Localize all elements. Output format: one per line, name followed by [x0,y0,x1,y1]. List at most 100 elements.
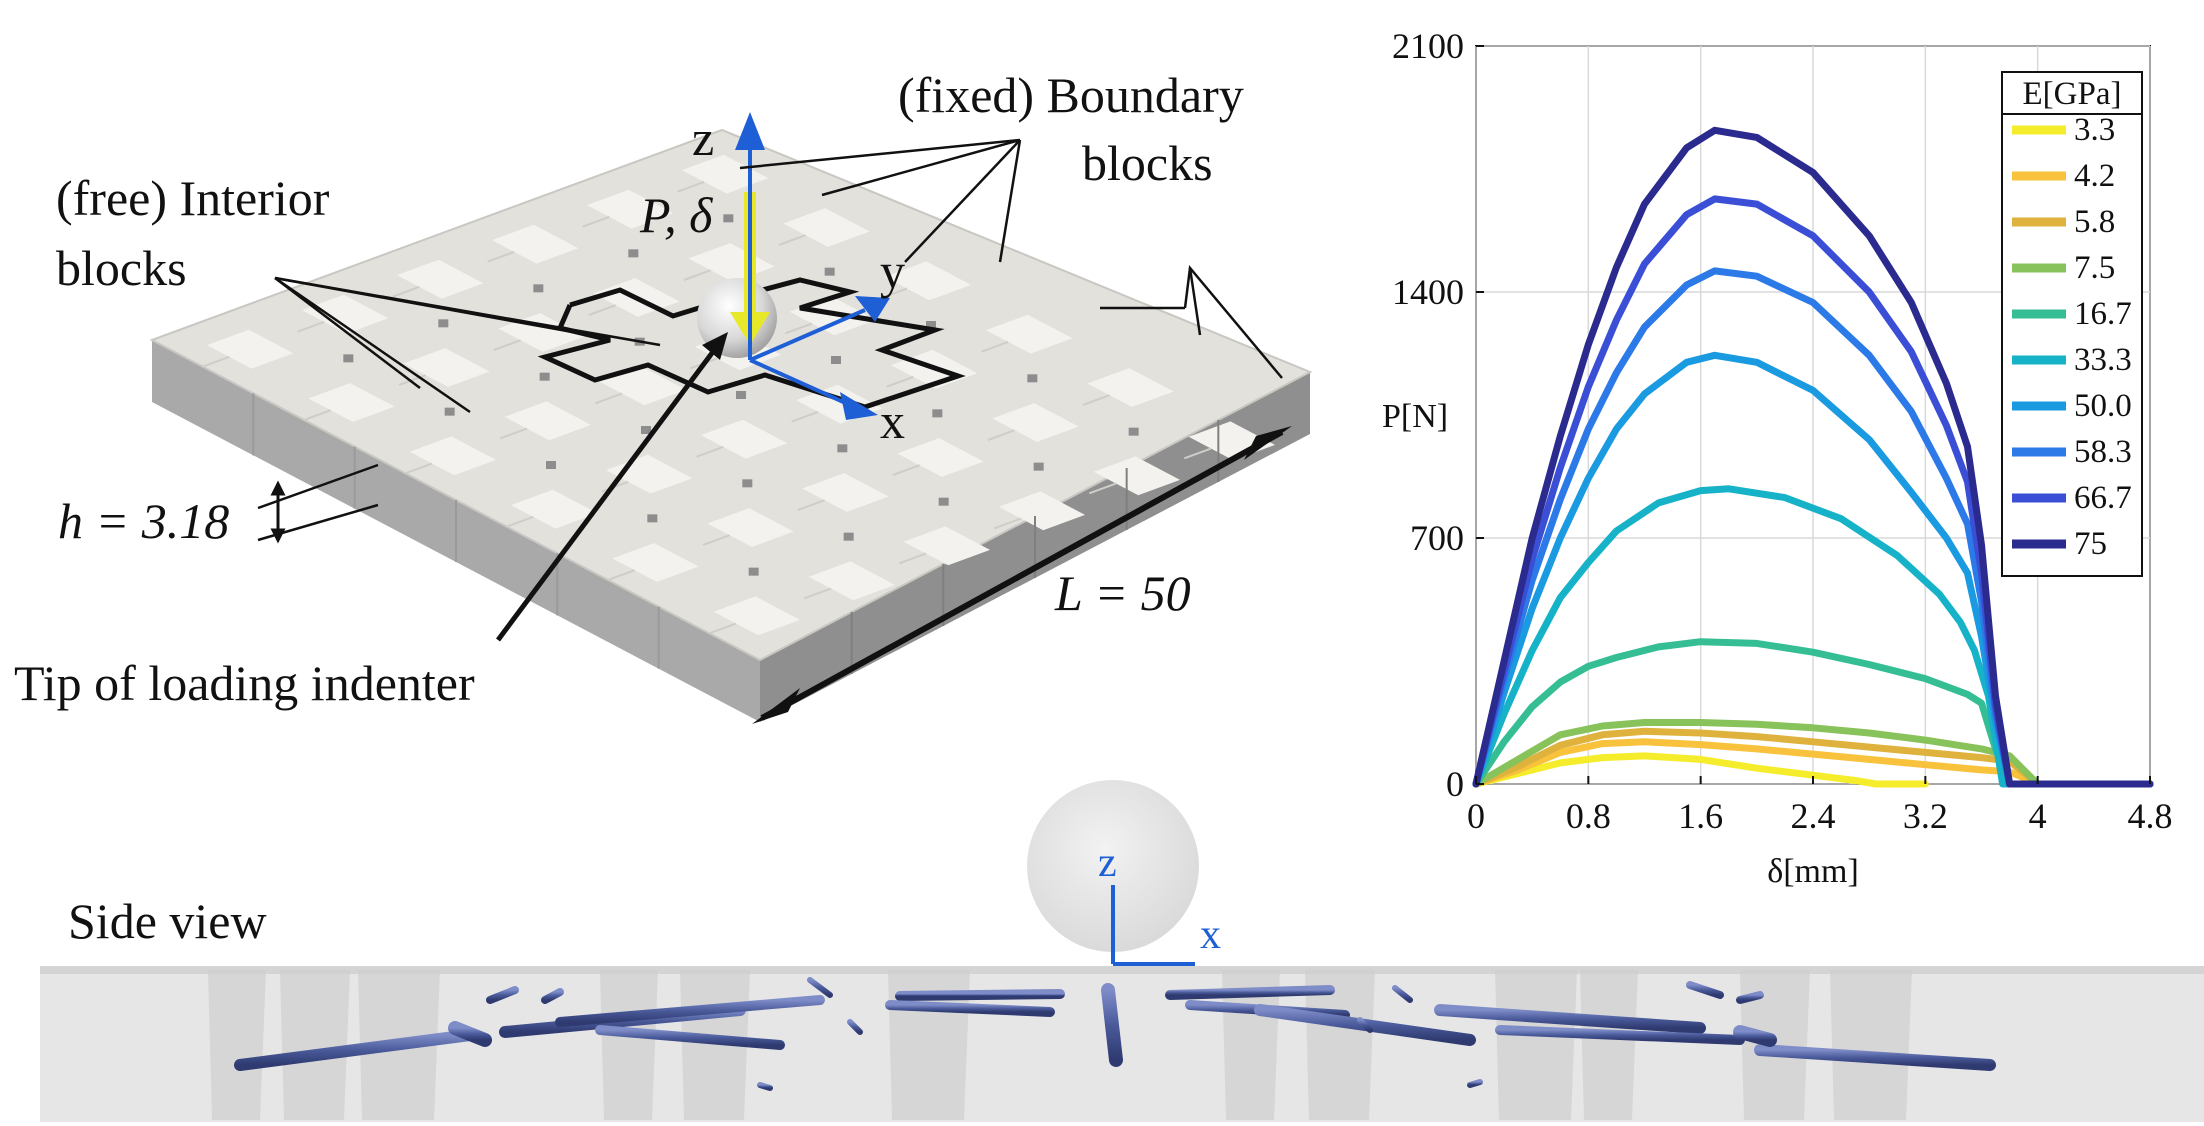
side-rod [234,1029,476,1071]
interior-label-line1: (free) Interior [56,170,330,226]
thickness-label: h = 3.18 [58,493,229,549]
plate-node-hole [533,284,544,293]
plate-tile-seam [506,515,534,528]
plate-tile-seam [708,622,737,635]
chart-y-ticks: 0 700 1400 2100 [1392,26,1484,804]
boundary-label-line2: blocks [1082,135,1213,191]
plate-tile [783,208,870,247]
plate-node-hole [444,407,455,416]
plate-tile-seam [683,269,711,281]
chart-series-line-75 [1472,126,2154,788]
side-rod [1392,985,1413,1003]
chart-series-line-5.8 [1472,727,2042,788]
plate-tile-seam [404,462,433,475]
plate-node-hole [831,356,841,364]
side-rod [1754,1044,1996,1071]
plate-tile [681,154,769,194]
side-block-panel [600,970,658,1120]
plate-tile [808,561,896,601]
plate-node-hole [1027,374,1038,383]
plate-tile [308,383,395,422]
side-block-panel [1830,970,1912,1120]
plate-tile [301,294,389,334]
legend-items: 3.3 4.2 5.8 7.5 16.7 33.3 50.0 58.3 66.7 75 [2012,112,2132,562]
plate-node-hole [742,479,753,488]
plate-tile-seam [1183,447,1212,460]
side-rods [234,977,1996,1091]
plate-tile-seam [594,392,623,405]
plate-tile [1087,368,1174,407]
axis-x-arrow [749,358,851,407]
plate-tile-seam [487,250,515,263]
plate-node-hole [438,319,449,328]
chart-series-line-4.2 [1472,738,2042,788]
plate-node-hole [843,532,854,541]
side-rod [555,995,825,1027]
chart-x-tick-label: 1.6 [1678,796,1723,836]
plate-node-hole [837,444,848,453]
interior-label-line2: blocks [56,240,187,296]
length-label: L = 50 [1054,565,1191,621]
plate-node-hole [641,426,651,434]
plate-tile-seam [879,287,908,300]
chart-series-line-16.7 [1472,638,2154,788]
side-block-panel [1580,970,1638,1120]
chart-series-line-33.3 [1472,485,2154,788]
plate-node-hole [926,321,936,329]
legend-label: 75 [2074,526,2107,562]
plate-node-hole [628,249,639,258]
plate-tile [713,596,801,636]
chart-x-tick-label: 4 [2029,796,2047,836]
plate-tile [992,403,1079,442]
length-arrow [760,429,1284,721]
side-rod [1101,983,1123,1067]
axis-y-label: y [880,243,905,299]
plate-tile [491,224,579,264]
plate-tile [510,489,598,529]
side-block-panel [280,970,350,1120]
plate-tile-seam [702,534,730,546]
chart-y-tick-label: 2100 [1392,26,1464,66]
side-rod [757,1082,773,1091]
chart-y-label: P[N] [1382,398,1448,435]
legend-title: E[GPa] [2023,76,2122,112]
side-rod [1733,1025,1777,1047]
axis-z-label: z [692,110,714,166]
plate-node-hole [723,214,734,223]
side-rod [1686,981,1724,999]
plate-tile-seam [993,517,1022,530]
plate-tile-seam [1082,394,1110,406]
plate-tile [403,348,490,387]
length-arrow-head-end [1244,426,1292,460]
side-view-label: Side view [68,893,267,949]
load-label: P, δ [639,187,713,243]
legend-label: 58.3 [2074,434,2132,470]
plate-node-hole [546,461,556,469]
plate-node-hole [647,514,658,523]
legend-label: 33.3 [2074,342,2132,378]
plate-node-hole [824,267,835,276]
tip-pointer-head [702,332,728,360]
chart-y-tick-label: 1400 [1392,272,1464,312]
load-displacement-chart: 0 0.8 1.6 2.4 3.2 4 4.8 0 700 1400 2100 δ[mm] P[N… [1382,26,2173,890]
plate-tile-seam [398,374,426,386]
side-rod [1467,1079,1483,1088]
plate-tile [707,508,794,547]
chart-series-line-3.3 [1472,752,1929,788]
chart-x-tick-label: 2.4 [1791,796,1836,836]
side-rod [541,988,564,1004]
plate-tile-seam [493,339,521,351]
plate-tile-seam [202,355,230,368]
axis-y-arrow [749,308,866,362]
chart-y-tick-label: 0 [1446,764,1464,804]
plate-tile-seam [677,180,705,193]
side-rod [807,977,833,998]
plate-tile [586,189,674,229]
legend-label: 16.7 [2074,296,2132,332]
plate-tile [985,314,1073,354]
chart-x-tick-label: 0 [1467,796,1485,836]
plate-node-hole [1033,462,1044,471]
plate-tile-grid [202,154,1276,636]
chart-legend: E[GPa] 3.3 4.2 5.8 7.5 16.7 33.3 50.0 58.3 66.7 7… [2001,71,2143,577]
legend-label: 4.2 [2074,158,2115,194]
